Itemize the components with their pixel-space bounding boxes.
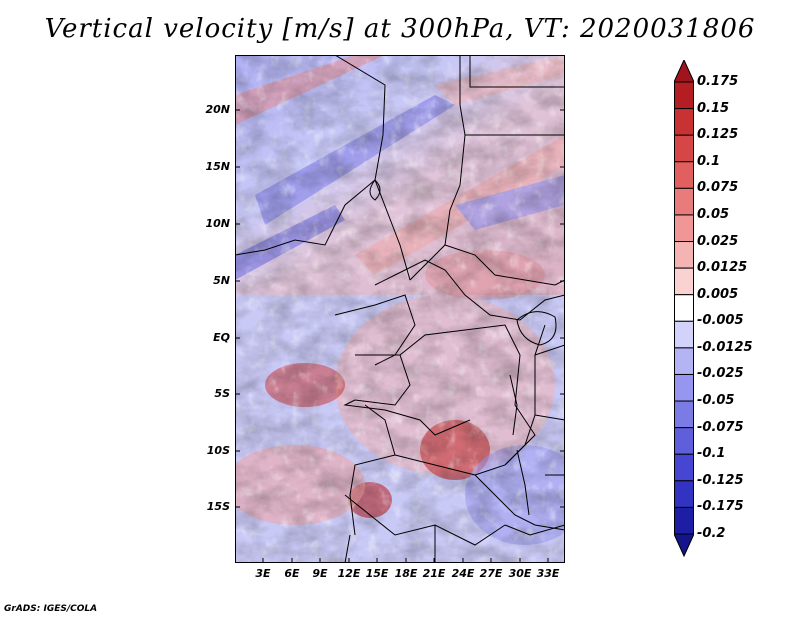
colorbar-label: -0.005 (697, 313, 744, 329)
lat-label-10n: 10N (205, 217, 230, 230)
colorbar-swatch (674, 400, 694, 429)
lon-label-9e: 9E (312, 567, 328, 580)
colorbar-label: 0.15 (697, 100, 730, 116)
colorbar-label: -0.075 (697, 419, 744, 435)
colorbar (674, 60, 694, 558)
colorbar-swatch (674, 427, 694, 455)
lon-label-30e: 30E (508, 567, 532, 580)
map-frame (235, 55, 565, 563)
lat-label-eq: EQ (213, 331, 230, 344)
colorbar-label: 0.1 (697, 153, 721, 169)
lat-label-10s: 10S (206, 444, 230, 457)
colorbar-swatch (674, 214, 694, 243)
colorbar-swatch (674, 134, 694, 163)
colorbar-label: -0.0125 (697, 339, 753, 355)
lat-label-15n: 15N (205, 160, 230, 173)
lon-label-21e: 21E (422, 567, 446, 580)
colorbar-bottom-arrow (674, 533, 694, 558)
colorbar-label: 0.075 (697, 180, 739, 196)
lon-label-24e: 24E (451, 567, 475, 580)
lon-label-18e: 18E (394, 567, 418, 580)
colorbar-label: 0.175 (697, 74, 739, 89)
colorbar-swatch (674, 187, 694, 216)
lat-label-15s: 15S (206, 500, 230, 513)
colorbar-label: -0.2 (697, 526, 726, 541)
map-title: Vertical velocity [m/s] at 300hPa, VT: 2… (44, 14, 756, 44)
colorbar-swatch (674, 241, 694, 269)
colorbar-label: -0.125 (697, 472, 744, 488)
lon-label-3e: 3E (255, 567, 271, 580)
colorbar-label: -0.05 (697, 393, 735, 409)
lat-label-5s: 5S (214, 387, 230, 400)
colorbar-label: 0.005 (697, 286, 739, 302)
colorbar-label: 0.05 (697, 206, 730, 222)
colorbar-label: 0.125 (697, 127, 739, 143)
colorbar-label: -0.025 (697, 366, 744, 382)
colorbar-swatch (674, 320, 694, 349)
lakes (369, 179, 557, 516)
lon-label-6e: 6E (284, 567, 300, 580)
lon-label-27e: 27E (479, 567, 503, 580)
country-boundaries (235, 55, 565, 563)
lat-label-20n: 20N (205, 103, 230, 116)
colorbar-label: -0.175 (697, 499, 744, 515)
colorbar-swatch (674, 453, 694, 482)
lon-ticks (262, 558, 549, 563)
colorbar-swatch (674, 373, 694, 402)
colorbar-swatch (674, 480, 694, 508)
colorbar-swatch (674, 81, 694, 110)
lon-label-12e: 12E (337, 567, 361, 580)
lon-label-33e: 33E (536, 567, 560, 580)
lon-label-15e: 15E (365, 567, 389, 580)
colorbar-swatch (674, 108, 694, 136)
vertical-velocity-field (235, 55, 565, 563)
grads-credit: GrADS: IGES/COLA (4, 604, 98, 614)
colorbar-swatch (674, 347, 694, 375)
colorbar-label: -0.1 (697, 446, 726, 462)
colorbar-swatch (674, 161, 694, 189)
colorbar-swatch (674, 506, 694, 535)
map-panel (235, 55, 565, 563)
colorbar-top-arrow (674, 60, 694, 83)
lat-label-5n: 5N (213, 274, 230, 287)
lat-ticks (235, 109, 565, 508)
colorbar-swatch (674, 294, 694, 322)
colorbar-label: 0.0125 (697, 260, 748, 276)
colorbar-swatch (674, 267, 694, 296)
colorbar-label: 0.025 (697, 233, 739, 249)
